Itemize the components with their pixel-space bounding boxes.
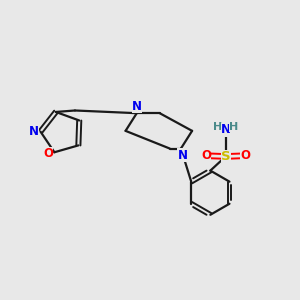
Text: O: O xyxy=(201,149,211,162)
Text: N: N xyxy=(177,148,188,161)
Text: O: O xyxy=(43,147,53,160)
Text: N: N xyxy=(29,125,39,138)
Text: O: O xyxy=(240,149,250,162)
Text: H: H xyxy=(213,122,222,132)
Text: N: N xyxy=(221,124,231,136)
Text: S: S xyxy=(221,150,230,163)
Text: N: N xyxy=(132,100,142,113)
Text: H: H xyxy=(229,122,239,132)
